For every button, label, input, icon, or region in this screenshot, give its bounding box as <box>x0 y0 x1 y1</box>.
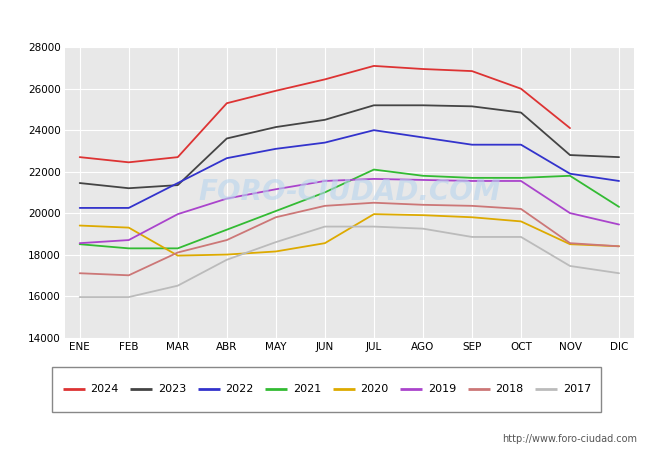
Text: FORO-CIUDAD.COM: FORO-CIUDAD.COM <box>198 178 500 207</box>
Text: Afiliados en Estepona a 30/11/2024: Afiliados en Estepona a 30/11/2024 <box>177 14 473 33</box>
Text: 2022: 2022 <box>226 384 254 394</box>
Text: 2020: 2020 <box>360 384 389 394</box>
Text: 2023: 2023 <box>158 384 186 394</box>
Text: 2018: 2018 <box>495 384 523 394</box>
Text: 2017: 2017 <box>563 384 591 394</box>
Text: 2019: 2019 <box>428 384 456 394</box>
Text: 2024: 2024 <box>90 384 119 394</box>
Text: 2021: 2021 <box>293 384 321 394</box>
Text: http://www.foro-ciudad.com: http://www.foro-ciudad.com <box>502 434 637 444</box>
